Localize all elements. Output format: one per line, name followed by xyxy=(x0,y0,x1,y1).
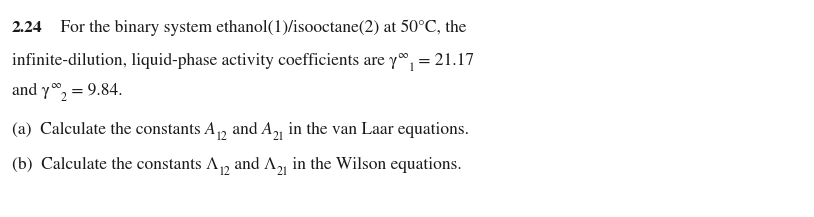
Text: and: and xyxy=(228,122,261,138)
Text: and γ: and γ xyxy=(12,83,50,99)
Text: 2: 2 xyxy=(60,92,67,104)
Text: infinite-dilution, liquid-phase activity coefficients are γ: infinite-dilution, liquid-phase activity… xyxy=(12,53,397,69)
Text: 12: 12 xyxy=(216,131,228,143)
Text: = 21.17: = 21.17 xyxy=(414,53,475,69)
Text: in the Wilson equations.: in the Wilson equations. xyxy=(288,157,462,173)
Text: A: A xyxy=(261,121,272,138)
Text: ∞: ∞ xyxy=(50,79,60,91)
Text: (a)  Calculate the constants: (a) Calculate the constants xyxy=(12,122,205,138)
Text: in the van Laar equations.: in the van Laar equations. xyxy=(284,122,469,138)
Text: = 9.84.: = 9.84. xyxy=(67,83,122,99)
Text: 2.24: 2.24 xyxy=(12,21,42,35)
Text: 12: 12 xyxy=(218,166,230,178)
Text: 21: 21 xyxy=(277,166,288,178)
Text: (b)  Calculate the constants Λ: (b) Calculate the constants Λ xyxy=(12,157,218,173)
Text: and Λ: and Λ xyxy=(230,157,277,173)
Text: For the binary system ethanol(1)/isooctane(2) at 50°C, the: For the binary system ethanol(1)/isoocta… xyxy=(42,20,466,36)
Text: ∞: ∞ xyxy=(397,49,409,61)
Text: A: A xyxy=(205,121,216,138)
Text: 21: 21 xyxy=(272,131,284,143)
Text: 1: 1 xyxy=(409,62,414,74)
